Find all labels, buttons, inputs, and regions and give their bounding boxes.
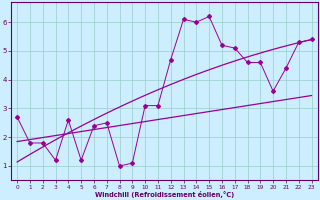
X-axis label: Windchill (Refroidissement éolien,°C): Windchill (Refroidissement éolien,°C) xyxy=(95,191,234,198)
